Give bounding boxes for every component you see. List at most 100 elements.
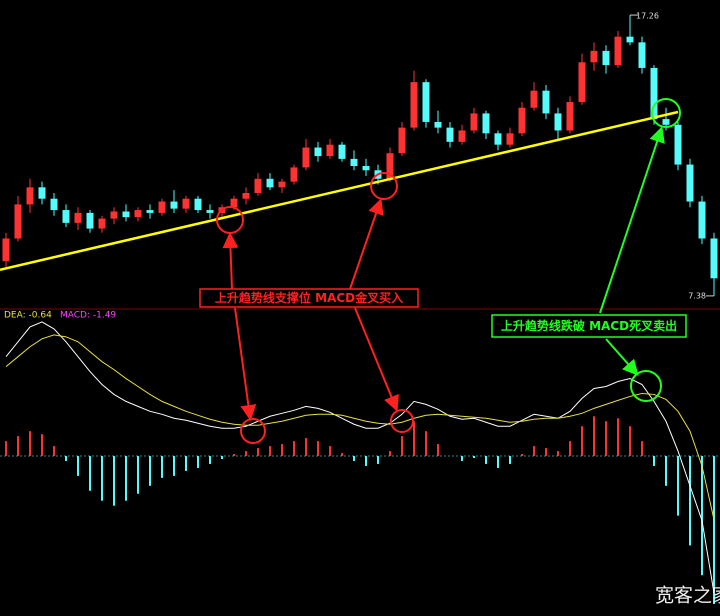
circle: [630, 370, 662, 402]
macd-bar: [149, 456, 151, 486]
candle-body: [350, 158, 358, 167]
macd-bar: [365, 456, 367, 466]
candle-body: [230, 198, 238, 208]
macd-bar: [233, 454, 235, 457]
macd-bar: [341, 453, 343, 457]
circle: [651, 98, 681, 128]
candle-body: [290, 167, 298, 182]
candle-body: [638, 42, 646, 68]
macd-bar: [77, 456, 79, 476]
macd-bar: [269, 446, 271, 457]
macd-bar: [125, 456, 127, 501]
macd-bar: [353, 456, 355, 461]
trendline: [0, 110, 679, 271]
macd-bar: [689, 456, 691, 546]
candle-body: [446, 127, 454, 142]
candle-body: [26, 187, 34, 205]
macd-bar: [629, 426, 631, 457]
macd-bar: [101, 456, 103, 501]
macd-bar: [5, 441, 7, 457]
macd-bar: [53, 446, 55, 457]
macd-bar: [17, 436, 19, 457]
candle-body: [302, 147, 310, 168]
candle-body: [2, 238, 10, 262]
macd-bar: [113, 456, 115, 506]
macd-bar: [461, 456, 463, 461]
macd-bar: [593, 416, 595, 457]
annotation-box: [491, 314, 687, 338]
candle-body: [602, 50, 610, 66]
indicator-label: DEA: -0.64: [4, 311, 52, 321]
macd-bar: [545, 448, 547, 457]
candle-body: [242, 193, 250, 199]
macd-bar: [533, 446, 535, 457]
arrow: [599, 126, 665, 314]
circle: [240, 418, 266, 444]
arrow: [354, 307, 399, 412]
candle-body: [86, 212, 94, 229]
candle-body: [434, 121, 442, 128]
macd-bar: [245, 451, 247, 457]
macd-bar: [377, 456, 379, 464]
macd-bar: [221, 456, 223, 459]
macd-bar: [137, 456, 139, 494]
arrow: [222, 232, 239, 290]
macd-bar: [497, 456, 499, 468]
candle-body: [74, 212, 82, 223]
macd-bar: [713, 456, 715, 605]
macd-bar: [665, 456, 667, 486]
candle-body: [686, 164, 694, 202]
macd-bar: [581, 426, 583, 457]
plot: 17.26 7.38: [0, 12, 718, 605]
candle-body: [458, 130, 466, 142]
candle-body: [182, 198, 190, 209]
macd-bar: [185, 456, 187, 471]
macd-bar: [173, 456, 175, 476]
candle-body: [194, 198, 202, 211]
macd-bar: [329, 446, 331, 457]
macd-bar: [425, 431, 427, 457]
candle-body: [566, 102, 574, 131]
macd-bar: [209, 456, 211, 464]
circle: [370, 172, 398, 200]
macd-bar: [305, 438, 307, 457]
candle-body: [362, 166, 370, 171]
candle-body: [254, 178, 262, 194]
macd-bar: [29, 431, 31, 457]
macd-bar: [257, 448, 259, 457]
macd-bar: [509, 456, 511, 464]
candle-body: [206, 210, 214, 213]
candle-body: [470, 113, 478, 131]
candle-body: [662, 119, 670, 125]
candle-body: [158, 201, 166, 213]
candle-body: [122, 211, 130, 218]
macd-bar: [677, 456, 679, 516]
candle-body: [326, 144, 334, 157]
candle-body: [494, 133, 502, 145]
candle-body: [578, 62, 586, 103]
candle-body: [338, 144, 346, 159]
macd-bar: [413, 421, 415, 457]
macd-bar: [293, 441, 295, 457]
overlay: 上升趋势线支撑位 MACD金叉买入 上升趋势线跌破 MACD死叉卖出 DEA: …: [4, 98, 720, 607]
arrow: [234, 307, 257, 421]
macd-bar: [641, 441, 643, 457]
macd-bar: [161, 456, 163, 478]
macd-bar: [41, 434, 43, 457]
candle-body: [14, 204, 22, 239]
candle-body: [626, 36, 634, 43]
candle-body: [410, 82, 418, 128]
macd-bar: [389, 451, 391, 457]
macd-bar: [557, 451, 559, 457]
macd-bar: [89, 456, 91, 491]
high-label: 17.26: [636, 12, 659, 21]
candle-body: [62, 210, 70, 223]
macd-bar: [521, 454, 523, 457]
candle-body: [110, 211, 118, 219]
candle-body: [38, 187, 46, 199]
candle-body: [98, 218, 106, 229]
macd-bar: [653, 456, 655, 466]
arrow: [605, 338, 639, 376]
candle-body: [278, 181, 286, 188]
candle-body: [710, 238, 718, 279]
